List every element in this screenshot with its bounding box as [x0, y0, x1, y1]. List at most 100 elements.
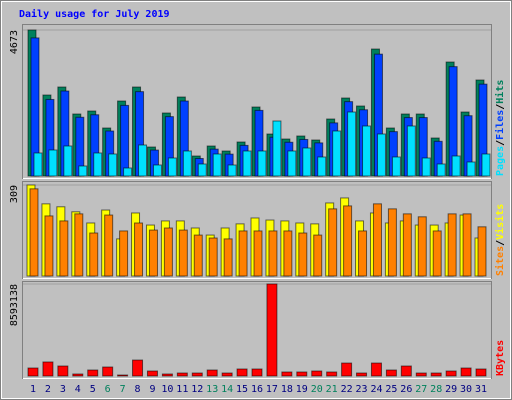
bar [212, 153, 222, 177]
bar [328, 208, 338, 277]
x-tick-label: 6 [105, 384, 111, 395]
x-tick-label: 24 [370, 384, 382, 395]
bar [402, 213, 412, 277]
bar [347, 111, 357, 177]
bar [447, 213, 457, 277]
bar [27, 367, 39, 377]
legend-entry: KBytes [495, 340, 506, 376]
bar [33, 152, 43, 177]
bar [152, 164, 162, 177]
bar [466, 161, 476, 177]
bar [208, 237, 218, 277]
bar [146, 370, 158, 377]
x-tick-label: 10 [161, 384, 173, 395]
legend-entry: Sites [494, 246, 506, 276]
bar [341, 362, 353, 377]
x-tick-label: 28 [430, 384, 442, 395]
x-tick-label: 18 [281, 384, 293, 395]
bar [108, 153, 118, 177]
bar [242, 150, 252, 177]
legend-entry: Files [494, 110, 506, 140]
x-tick-label: 4 [75, 384, 81, 395]
bar [317, 156, 327, 177]
bar [370, 362, 382, 377]
x-tick-label: 9 [149, 384, 155, 395]
bar [148, 229, 158, 277]
bar [326, 371, 338, 377]
legend: KBytes [495, 340, 506, 376]
x-tick-label: 25 [385, 384, 397, 395]
legend-separator: / [495, 140, 506, 146]
bar [57, 365, 69, 377]
bar [430, 372, 442, 377]
x-tick-label: 31 [475, 384, 487, 395]
bar [72, 373, 84, 377]
bar [313, 234, 323, 277]
x-tick-label: 16 [251, 384, 263, 395]
chart-title: Daily usage for July 2019 [19, 8, 170, 20]
bar [132, 359, 144, 377]
bar [415, 372, 427, 377]
panel [22, 281, 492, 379]
bar [311, 370, 323, 377]
bar [236, 368, 248, 377]
bar [238, 230, 248, 277]
bar [134, 222, 144, 277]
x-tick-label: 17 [266, 384, 278, 395]
bar [120, 104, 130, 177]
bar [268, 230, 278, 277]
bar [432, 230, 442, 277]
x-tick-label: 12 [191, 384, 203, 395]
bar [117, 374, 129, 377]
bar [406, 125, 416, 177]
x-tick-label: 15 [236, 384, 248, 395]
y-tick-label: 4673 [9, 30, 20, 54]
bar [462, 213, 472, 277]
bar [119, 230, 129, 277]
bar [445, 370, 457, 377]
bar [193, 234, 203, 277]
bar [400, 365, 412, 377]
x-tick-label: 26 [400, 384, 412, 395]
bar [296, 371, 308, 377]
bar [161, 373, 173, 377]
bar [477, 226, 487, 277]
bar [298, 232, 308, 277]
x-tick-label: 30 [460, 384, 472, 395]
bar [287, 150, 297, 177]
bar [283, 230, 293, 277]
bar [42, 361, 54, 377]
bar [223, 238, 233, 277]
bar [74, 213, 84, 277]
bar [421, 157, 431, 177]
x-tick-label: 23 [356, 384, 368, 395]
bar [178, 229, 188, 277]
bar [87, 369, 99, 377]
bar [302, 147, 312, 177]
bar [102, 366, 114, 377]
bar [221, 372, 233, 377]
bar [385, 369, 397, 377]
y-tick-label: 8593138 [9, 284, 20, 326]
bar [48, 149, 58, 177]
legend-entry: Hits [494, 80, 506, 104]
bar [104, 214, 114, 277]
bar [332, 130, 342, 177]
bar [436, 163, 446, 177]
bar [191, 372, 203, 377]
x-tick-label: 8 [135, 384, 141, 395]
bar [372, 203, 382, 277]
legend: Sites/Visits [494, 204, 506, 276]
bar [138, 144, 148, 177]
bar [362, 125, 372, 177]
bar [163, 227, 173, 277]
bar [227, 164, 237, 177]
bar [78, 165, 88, 177]
x-tick-label: 13 [206, 384, 218, 395]
bar [44, 215, 54, 277]
x-tick-label: 22 [341, 384, 353, 395]
bar [391, 156, 401, 177]
x-tick-label: 29 [445, 384, 457, 395]
